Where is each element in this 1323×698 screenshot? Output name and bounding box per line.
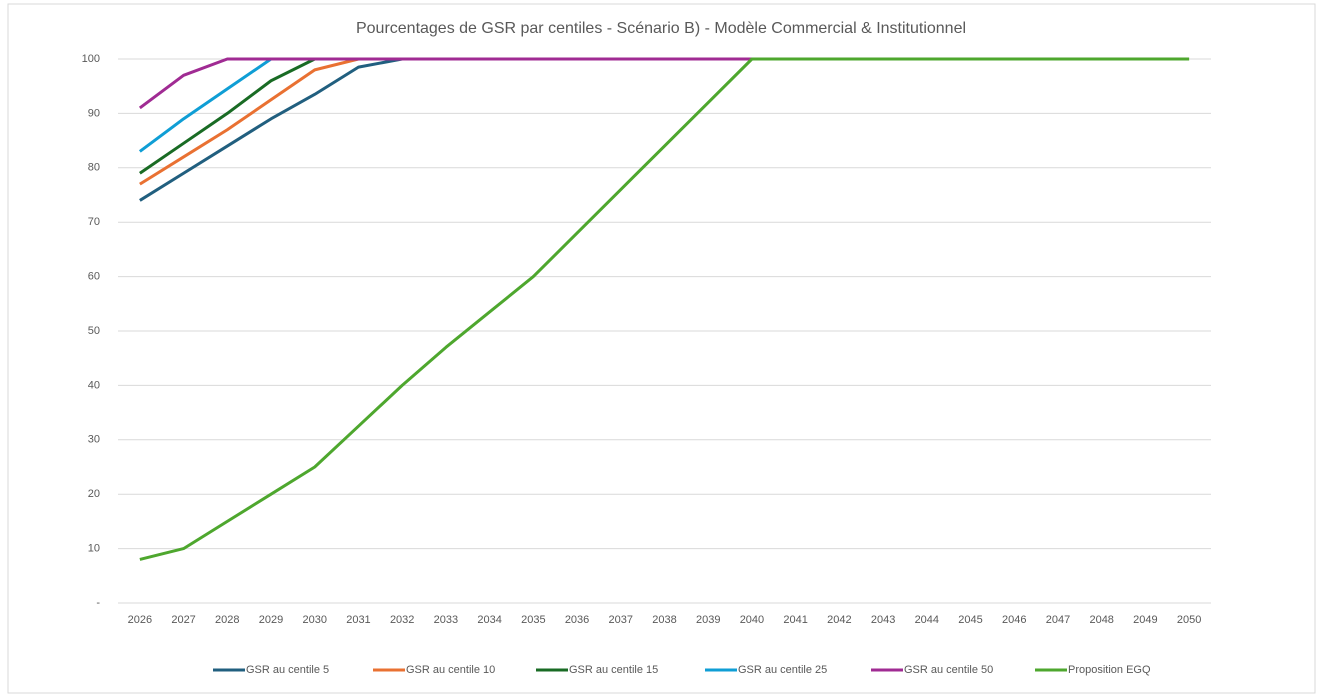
x-tick-label: 2026 bbox=[128, 614, 152, 626]
legend-label: GSR au centile 25 bbox=[738, 664, 827, 676]
x-tick-label: 2029 bbox=[259, 614, 283, 626]
x-tick-label: 2049 bbox=[1133, 614, 1157, 626]
y-tick-label: 20 bbox=[88, 488, 100, 500]
legend-label: GSR au centile 15 bbox=[569, 664, 658, 676]
chart-title: Pourcentages de GSR par centiles - Scéna… bbox=[356, 20, 966, 37]
y-tick-label: 30 bbox=[88, 434, 100, 446]
legend-label: GSR au centile 10 bbox=[406, 664, 495, 676]
x-tick-label: 2050 bbox=[1177, 614, 1201, 626]
y-tick-label: 10 bbox=[88, 543, 100, 555]
y-tick-label: 100 bbox=[82, 53, 100, 65]
x-tick-label: 2044 bbox=[915, 614, 939, 626]
y-tick-label: 60 bbox=[88, 271, 100, 283]
legend-label: GSR au centile 5 bbox=[246, 664, 329, 676]
x-tick-label: 2028 bbox=[215, 614, 239, 626]
x-tick-label: 2040 bbox=[740, 614, 764, 626]
chart-border bbox=[7, 3, 1316, 694]
legend-label: Proposition EGQ bbox=[1068, 664, 1151, 676]
y-tick-label: 90 bbox=[88, 107, 100, 119]
x-tick-label: 2035 bbox=[521, 614, 545, 626]
x-tick-label: 2039 bbox=[696, 614, 720, 626]
x-tick-label: 2048 bbox=[1089, 614, 1113, 626]
x-tick-label: 2043 bbox=[871, 614, 895, 626]
y-tick-label: 70 bbox=[88, 216, 100, 228]
x-tick-label: 2036 bbox=[565, 614, 589, 626]
x-tick-label: 2046 bbox=[1002, 614, 1026, 626]
x-tick-label: 2038 bbox=[652, 614, 676, 626]
series-line bbox=[138, 57, 752, 110]
y-tick-label: 50 bbox=[88, 325, 100, 337]
x-tick-label: 2032 bbox=[390, 614, 414, 626]
x-tick-label: 2033 bbox=[434, 614, 458, 626]
x-tick-label: 2034 bbox=[477, 614, 501, 626]
x-tick-label: 2037 bbox=[609, 614, 633, 626]
legend-label: GSR au centile 50 bbox=[904, 664, 993, 676]
y-tick-label: 40 bbox=[88, 379, 100, 391]
x-tick-label: 2042 bbox=[827, 614, 851, 626]
y-tick-label: - bbox=[96, 597, 100, 609]
x-tick-label: 2027 bbox=[171, 614, 195, 626]
y-tick-label: 80 bbox=[88, 162, 100, 174]
x-tick-label: 2041 bbox=[783, 614, 807, 626]
x-tick-label: 2030 bbox=[302, 614, 326, 626]
x-tick-label: 2045 bbox=[958, 614, 982, 626]
x-tick-label: 2047 bbox=[1046, 614, 1070, 626]
x-tick-label: 2031 bbox=[346, 614, 370, 626]
series-line bbox=[139, 57, 1190, 561]
